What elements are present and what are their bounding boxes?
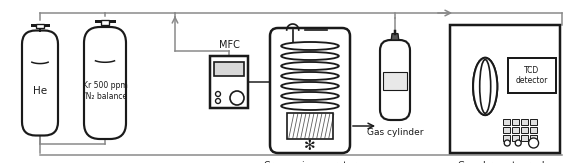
Circle shape: [515, 140, 521, 146]
Ellipse shape: [473, 58, 497, 115]
Text: Gas cylinder: Gas cylinder: [367, 128, 424, 137]
Text: TCD
detector: TCD detector: [516, 66, 548, 85]
Circle shape: [215, 98, 221, 104]
Bar: [383, 72, 407, 90]
Bar: [521, 119, 528, 125]
FancyBboxPatch shape: [84, 27, 126, 139]
Bar: [210, 56, 248, 108]
FancyBboxPatch shape: [380, 40, 410, 120]
Bar: [503, 135, 510, 141]
Bar: [521, 135, 528, 141]
Bar: [512, 127, 519, 133]
Bar: [503, 119, 510, 125]
Bar: [503, 127, 510, 133]
Circle shape: [504, 140, 510, 146]
Bar: [36, 24, 43, 28]
Bar: [521, 127, 528, 133]
Circle shape: [230, 91, 244, 105]
Text: MFC: MFC: [218, 40, 239, 50]
Ellipse shape: [281, 42, 339, 50]
Bar: [512, 135, 519, 141]
FancyBboxPatch shape: [22, 30, 58, 135]
Ellipse shape: [281, 52, 339, 60]
Bar: [214, 62, 244, 76]
Text: ✻: ✻: [304, 139, 316, 153]
Circle shape: [215, 91, 221, 96]
Ellipse shape: [480, 59, 491, 113]
Circle shape: [528, 138, 539, 148]
Bar: [530, 127, 537, 133]
Ellipse shape: [281, 72, 339, 80]
Text: He: He: [33, 86, 47, 96]
Text: Cryogenic separator: Cryogenic separator: [264, 161, 356, 163]
Bar: [101, 20, 109, 25]
Text: Gas chromatography: Gas chromatography: [458, 161, 552, 163]
Ellipse shape: [281, 92, 339, 100]
Bar: [287, 113, 333, 139]
Bar: [530, 119, 537, 125]
Ellipse shape: [281, 102, 339, 110]
Polygon shape: [391, 34, 399, 40]
FancyBboxPatch shape: [270, 28, 350, 153]
Text: Kr 500 ppm
/N₂ balance: Kr 500 ppm /N₂ balance: [83, 81, 127, 101]
Bar: [512, 119, 519, 125]
Bar: [508, 58, 556, 93]
Ellipse shape: [281, 82, 339, 90]
Bar: [530, 135, 537, 141]
Ellipse shape: [281, 62, 339, 70]
Bar: [450, 25, 560, 153]
Ellipse shape: [473, 58, 497, 115]
